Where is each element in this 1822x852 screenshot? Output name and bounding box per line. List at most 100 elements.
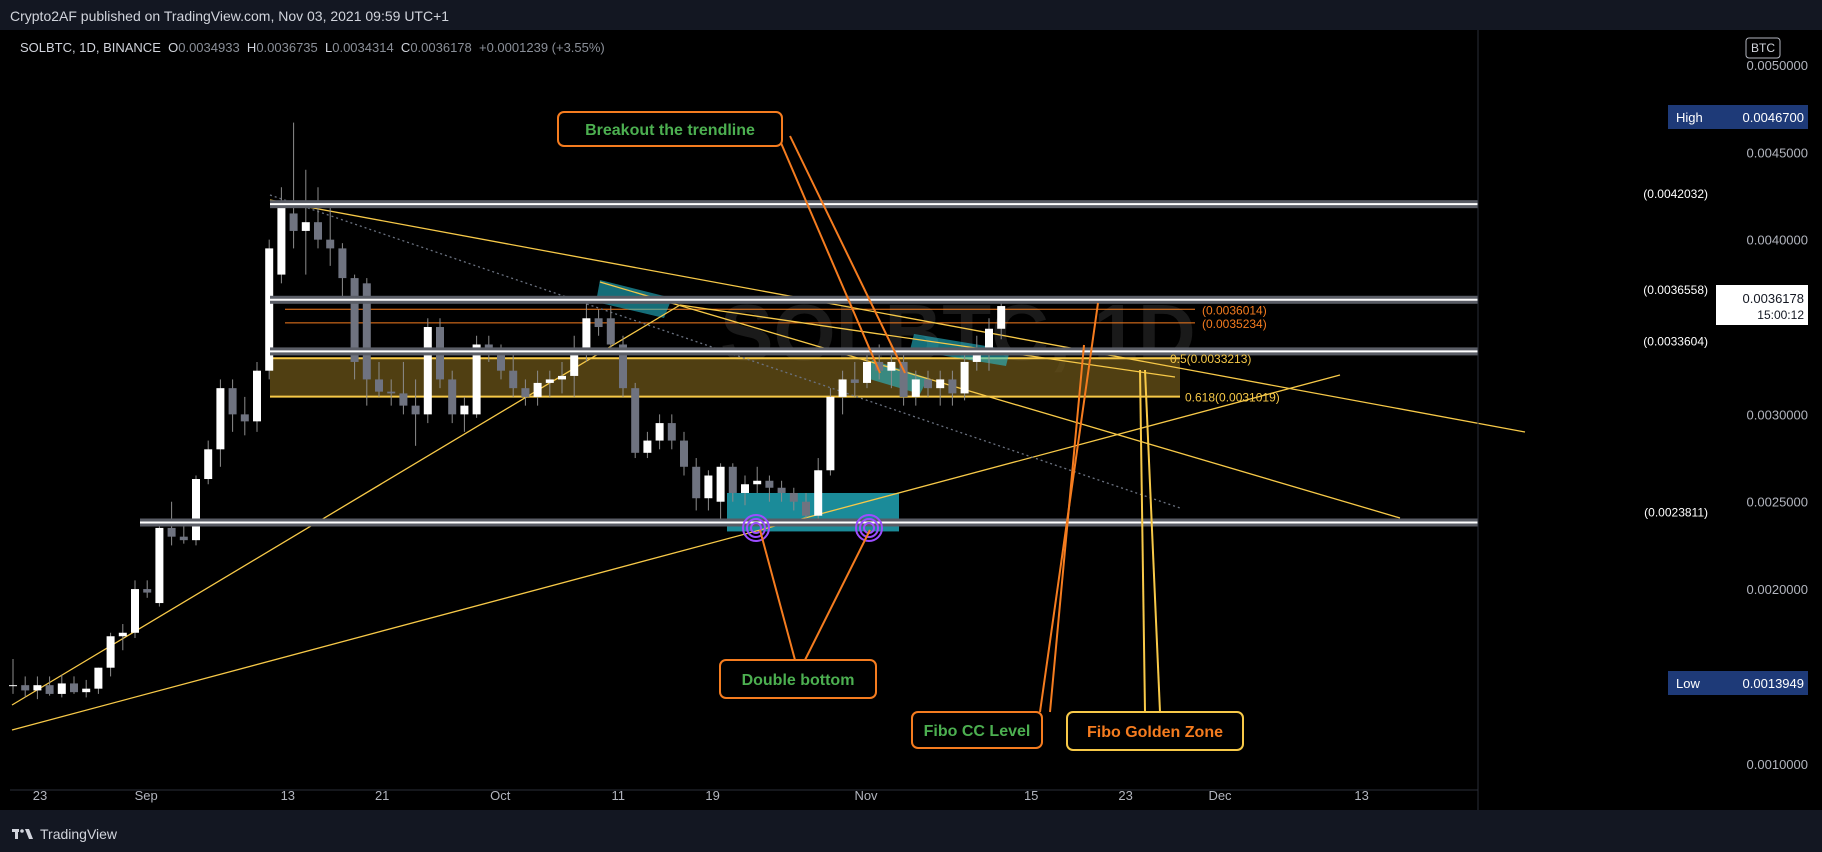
y-tick-label: 0.0030000 xyxy=(1747,407,1808,422)
fib-golden-zone-box xyxy=(270,358,1180,397)
price-badge-label: Low xyxy=(1676,676,1700,691)
candle-body xyxy=(594,318,603,328)
candle-body xyxy=(411,405,420,415)
candle-body xyxy=(399,393,408,406)
price-badge-label: High xyxy=(1676,110,1703,125)
x-tick-label: 13 xyxy=(281,788,295,803)
price-badge-bg xyxy=(1668,105,1808,129)
x-tick-label: Oct xyxy=(490,788,511,803)
candle-body xyxy=(314,222,322,240)
candle-body xyxy=(350,278,359,362)
candle-body xyxy=(204,449,213,480)
annotation-breakout-box xyxy=(557,111,783,147)
candle-body xyxy=(850,379,859,383)
annotations-layer: Breakout the trendline Double bottom Fibo … xyxy=(557,111,1244,751)
candle-body xyxy=(802,501,810,516)
candle-body xyxy=(131,589,139,633)
candle-body xyxy=(82,688,91,693)
current-price-badge xyxy=(1716,285,1808,325)
price-badge-bg xyxy=(1668,671,1808,695)
footer-bar xyxy=(0,810,1822,852)
candle-body xyxy=(277,204,286,275)
level-label: (0.0033604) xyxy=(1643,334,1708,348)
candle-body xyxy=(21,685,30,691)
candle-body xyxy=(899,361,908,397)
annotation-fibo-golden-text: Fibo Golden Zone xyxy=(1087,724,1223,741)
candle-body xyxy=(545,379,554,383)
price-badge-value: 0.0013949 xyxy=(1743,676,1804,691)
annotation-pointer xyxy=(804,529,871,661)
double-bottom-ring xyxy=(742,514,770,542)
annotation-fibo-cc-text: Fibo CC Level xyxy=(924,723,1031,740)
candle-body xyxy=(387,391,396,394)
candle-body xyxy=(45,685,54,694)
annotation-double-bottom-box xyxy=(719,659,877,699)
candle-body xyxy=(655,423,664,441)
candle-body xyxy=(253,370,261,422)
candle-body xyxy=(33,685,42,691)
fib-label: (0.0036014) xyxy=(1202,303,1267,317)
fib-label: 0.5(0.0033213) xyxy=(1170,352,1251,366)
annotation-fibo-cc-box xyxy=(911,711,1043,749)
candle-body xyxy=(192,479,200,541)
annotation-fibo-golden-box xyxy=(1066,711,1244,751)
chart-frame[interactable] xyxy=(0,30,1822,810)
axis-layer: 0.0050000 0.0045000 0.0040000 0.0030000 0.00… xyxy=(10,30,1808,810)
candle-body xyxy=(521,388,530,397)
candle-body xyxy=(716,466,725,502)
candle-body xyxy=(838,379,847,397)
candle-body xyxy=(814,470,823,516)
candle-body xyxy=(765,480,774,488)
annotation-double-bottom-text: Double bottom xyxy=(742,672,855,689)
annotation-pointer xyxy=(1139,369,1146,713)
candle-body xyxy=(875,361,884,371)
candle-body xyxy=(228,388,237,415)
symbol-ohlc-line: SOLBTC, 1D, BINANCE O0.0034933 H0.003673… xyxy=(20,40,605,55)
double-bottom-ring xyxy=(746,518,766,538)
uptrend-line-short xyxy=(11,304,681,706)
uptrend-line-long xyxy=(11,374,1341,731)
annotation-breakout-text: Breakout the trendline xyxy=(585,122,755,139)
candle-body xyxy=(423,327,432,415)
tradingview-logo-icon xyxy=(12,829,33,839)
candle-body xyxy=(887,361,896,371)
trendline-breakout xyxy=(679,304,1176,378)
candle-body xyxy=(57,683,66,694)
candle-body xyxy=(240,414,249,422)
x-tick-label: Sep xyxy=(135,788,158,803)
level-label: (0.0036558) xyxy=(1643,283,1708,297)
price-badge-value: 0.0046700 xyxy=(1743,110,1804,125)
candle-body xyxy=(9,685,17,687)
symbol-text: SOLBTC, 1D, BINANCE xyxy=(20,40,161,55)
candle-body xyxy=(692,466,701,499)
tradingview-brand[interactable]: TradingView xyxy=(12,826,117,842)
x-tick-label: Dec xyxy=(1208,788,1232,803)
levels-layer: (0.0042032) (0.0036558) (0.0033604) (0.0023… xyxy=(140,187,1708,527)
candle-body xyxy=(911,379,920,397)
candle-body xyxy=(106,636,115,668)
candle-body xyxy=(338,248,347,279)
trendline-upper xyxy=(269,199,1526,433)
candle-body xyxy=(753,480,762,485)
candle-body xyxy=(619,344,627,389)
candle-body xyxy=(472,344,481,415)
trendline-mid xyxy=(599,281,1401,519)
candle-body xyxy=(777,487,786,493)
candle-body xyxy=(460,405,469,415)
y-tick-label: 0.0010000 xyxy=(1747,757,1808,772)
double-bottom-ring xyxy=(855,514,883,542)
fib-label: (0.0035234) xyxy=(1202,317,1267,331)
current-price-value: 0.0036178 xyxy=(1743,291,1804,306)
candle-body xyxy=(497,353,505,371)
candle-body xyxy=(582,318,591,354)
x-tick-label: 13 xyxy=(1354,788,1368,803)
candles-layer xyxy=(9,122,1006,700)
annotation-pointer xyxy=(789,135,906,374)
y-tick-label: 0.0020000 xyxy=(1747,582,1808,597)
open-value: 0.0034933 xyxy=(178,40,240,55)
candle-body xyxy=(509,370,518,389)
x-tick-label: 19 xyxy=(705,788,719,803)
candle-body xyxy=(680,440,688,467)
candle-body xyxy=(948,379,957,394)
